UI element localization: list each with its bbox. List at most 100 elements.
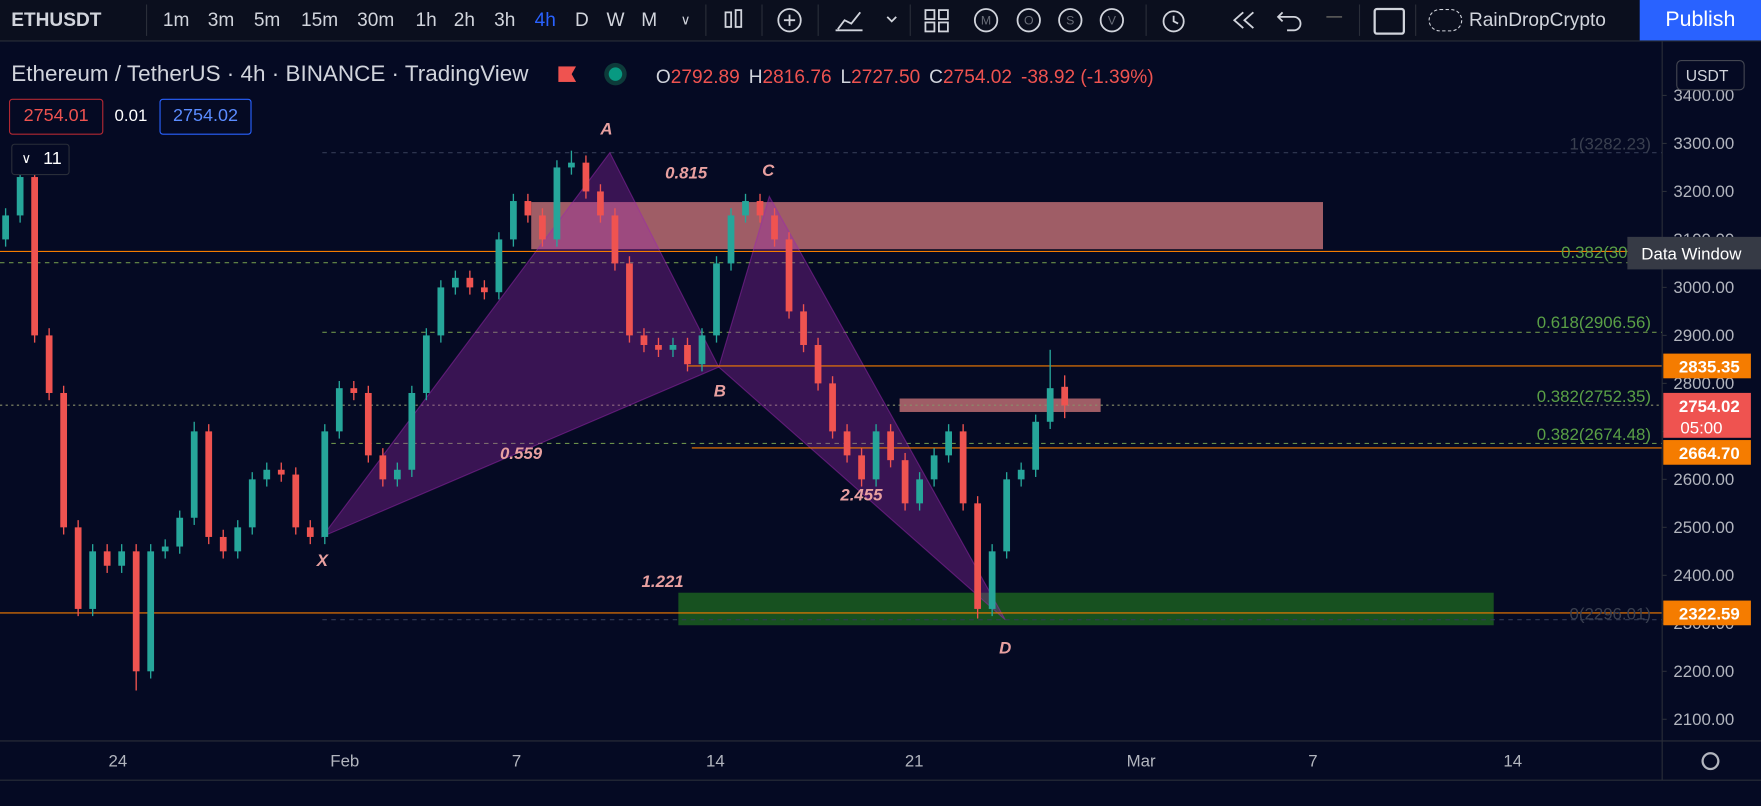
layout-icon[interactable] — [1373, 7, 1405, 35]
x-tick-label: 7 — [1308, 752, 1317, 771]
candle-body — [930, 455, 938, 480]
y-tick-label: 2400.00 — [1673, 566, 1734, 585]
ohlc-value: 2754.02 — [942, 66, 1012, 88]
candle-body — [31, 177, 39, 336]
candle-body — [669, 344, 677, 350]
candle-body — [858, 455, 865, 480]
candle-body — [45, 335, 53, 393]
y-tick-label: 2200.00 — [1673, 662, 1734, 681]
candle-body — [103, 551, 111, 566]
countdown: 05:00 — [1680, 418, 1722, 437]
interval[interactable]: D — [575, 8, 589, 31]
candle-body — [408, 392, 416, 470]
layout-name[interactable]: RainDropCrypto — [1469, 8, 1606, 31]
candle-body — [771, 215, 778, 240]
price-tag-text: 2322.59 — [1679, 605, 1740, 624]
candle-body — [466, 277, 474, 288]
separator — [705, 4, 707, 36]
candle-body — [539, 215, 546, 240]
settings-icon[interactable] — [1701, 752, 1720, 771]
svg-text:M: M — [981, 14, 991, 28]
x-tick-label: Mar — [1127, 752, 1156, 771]
interval[interactable]: 3m — [207, 8, 235, 31]
price-tag — [1663, 353, 1751, 379]
fib-labels: 1(3282.23) 0.382(3050. 0.618(2906.56) 0.… — [1537, 134, 1651, 623]
candle-body — [829, 383, 836, 432]
candle-body — [393, 469, 401, 480]
candle-body — [321, 431, 329, 537]
separator — [1145, 4, 1147, 36]
interval-menu: ∨ — [680, 12, 691, 29]
separator — [761, 4, 763, 36]
ohlc-value: 2792.89 — [670, 66, 740, 88]
candle-body — [611, 215, 619, 264]
ohlc-label: L — [840, 66, 852, 88]
interval[interactable]: 3h — [494, 8, 516, 31]
separator — [909, 4, 911, 36]
candle-body — [118, 551, 126, 566]
publish-button[interactable]: Publish — [1639, 0, 1761, 41]
x-tick-label: 14 — [1503, 752, 1522, 771]
status-dot — [608, 67, 623, 81]
candle-body — [713, 263, 720, 336]
separator — [1358, 4, 1361, 36]
cloud-icon — [1428, 8, 1463, 32]
candle-body — [742, 201, 749, 216]
symbol[interactable]: ETHUSDT — [11, 8, 102, 31]
interval[interactable]: M — [641, 8, 658, 31]
candle-body — [306, 527, 314, 537]
flag[interactable] — [558, 66, 577, 82]
candle-body — [219, 536, 227, 552]
candle-body — [568, 162, 575, 168]
price-tag — [1663, 440, 1751, 465]
harmonic-xab — [320, 151, 720, 538]
interval[interactable]: 1m — [162, 8, 190, 31]
interval[interactable]: W — [606, 8, 625, 31]
interval[interactable]: 4h — [534, 8, 556, 31]
point-label: D — [999, 638, 1011, 657]
candle-body — [582, 162, 590, 192]
bid-button[interactable]: 2754.01 — [8, 98, 104, 135]
ohlc: O2792.89 H2816.76 L2727.50 C2754.02 -38.92 (… — [656, 66, 1154, 88]
ask-button[interactable]: 2754.02 — [159, 98, 252, 135]
tooltip-text: Data Window — [1641, 244, 1742, 263]
candle-body — [901, 460, 909, 504]
x-tick-label: Feb — [330, 752, 359, 771]
candle-body — [655, 344, 662, 350]
indicators-toggle[interactable]: ∨ 11 — [11, 143, 70, 176]
price-tag-text: 2835.35 — [1679, 358, 1740, 377]
candle-body — [190, 431, 198, 518]
y-tick-label: 2900.00 — [1673, 326, 1734, 345]
supply-zone — [531, 202, 1323, 250]
svg-text:V: V — [1108, 14, 1117, 28]
candle-body — [597, 191, 604, 216]
interval[interactable]: 15m — [300, 8, 339, 31]
candle-body — [277, 469, 285, 475]
interval[interactable]: 5m — [253, 8, 281, 31]
drawings — [0, 151, 1663, 626]
price-tag — [1663, 392, 1751, 438]
candle-body — [887, 431, 894, 461]
currency[interactable]: USDT — [1686, 68, 1729, 85]
y-tick-label: 2600.00 — [1673, 470, 1734, 489]
price-tag-text: 2664.70 — [1679, 444, 1740, 463]
fib-label: 1(3282.23) — [1570, 134, 1651, 153]
fib-label: 0.382(2674.48) — [1537, 425, 1651, 444]
currency-button[interactable] — [1676, 60, 1745, 91]
candle-body — [1017, 469, 1025, 480]
point-label: A — [599, 120, 612, 139]
candle-body — [1061, 386, 1069, 406]
interval[interactable]: 1h — [415, 8, 437, 31]
ohlc-value: 2816.76 — [762, 66, 832, 88]
candle-body — [234, 527, 242, 552]
interval[interactable]: 2h — [453, 8, 475, 31]
candle-body — [988, 551, 996, 609]
y-tick-label: 2500.00 — [1673, 518, 1734, 537]
interval[interactable]: 30m — [357, 8, 395, 31]
point-label: X — [316, 551, 330, 570]
demand-zone — [678, 592, 1494, 626]
